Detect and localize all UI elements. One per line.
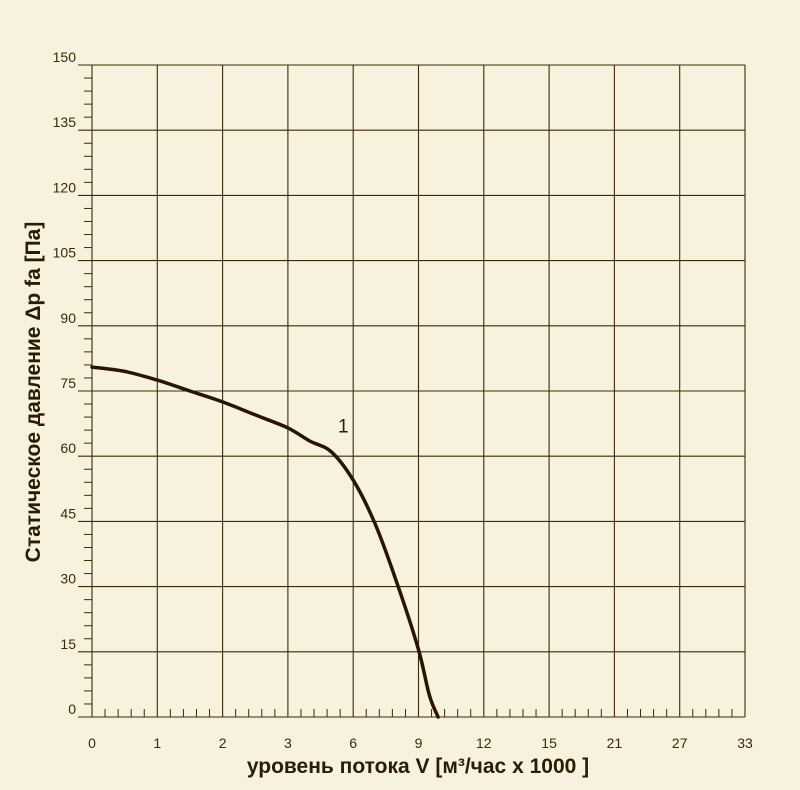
series-label: 1 (338, 416, 349, 437)
x-tick-label: 2 (219, 735, 227, 751)
y-axis-ticks: 0 15 30 45 60 75 90 105 120 135 150 (53, 49, 77, 717)
x-tick-label: 27 (672, 735, 688, 751)
x-tick-label: 3 (284, 735, 292, 751)
x-axis-title: уровень потока V [м³/час x 1000 ] (247, 755, 589, 778)
x-tick-label: 33 (737, 735, 753, 751)
series-line (90, 365, 440, 719)
x-tick-label: 15 (541, 735, 557, 751)
x-tick-label: 0 (88, 735, 96, 751)
y-tick-label: 90 (60, 310, 76, 326)
y-tick-label: 150 (53, 49, 77, 65)
x-tick-label: 12 (476, 735, 492, 751)
x-tick-label: 21 (607, 735, 623, 751)
x-tick-label: 6 (349, 735, 357, 751)
x-tick-label: 9 (415, 735, 423, 751)
y-tick-label: 30 (60, 571, 76, 587)
x-tick-label: 1 (153, 735, 161, 751)
minor-ticks (84, 77, 733, 717)
y-tick-label: 135 (53, 114, 77, 130)
y-tick-label: 0 (68, 701, 76, 717)
y-tick-label: 75 (60, 375, 76, 391)
series-layer: 1 (90, 365, 440, 719)
x-axis-ticks: 0 1 2 3 6 9 12 15 21 27 33 (88, 735, 753, 751)
y-axis-title: Статическое давление Δp fa [Па] (22, 222, 45, 563)
grid (78, 64, 746, 718)
y-tick-label: 15 (60, 636, 76, 652)
y-tick-label: 120 (53, 179, 77, 195)
y-tick-label: 60 (60, 440, 76, 456)
y-tick-label: 105 (53, 245, 77, 261)
y-tick-label: 45 (60, 505, 76, 521)
